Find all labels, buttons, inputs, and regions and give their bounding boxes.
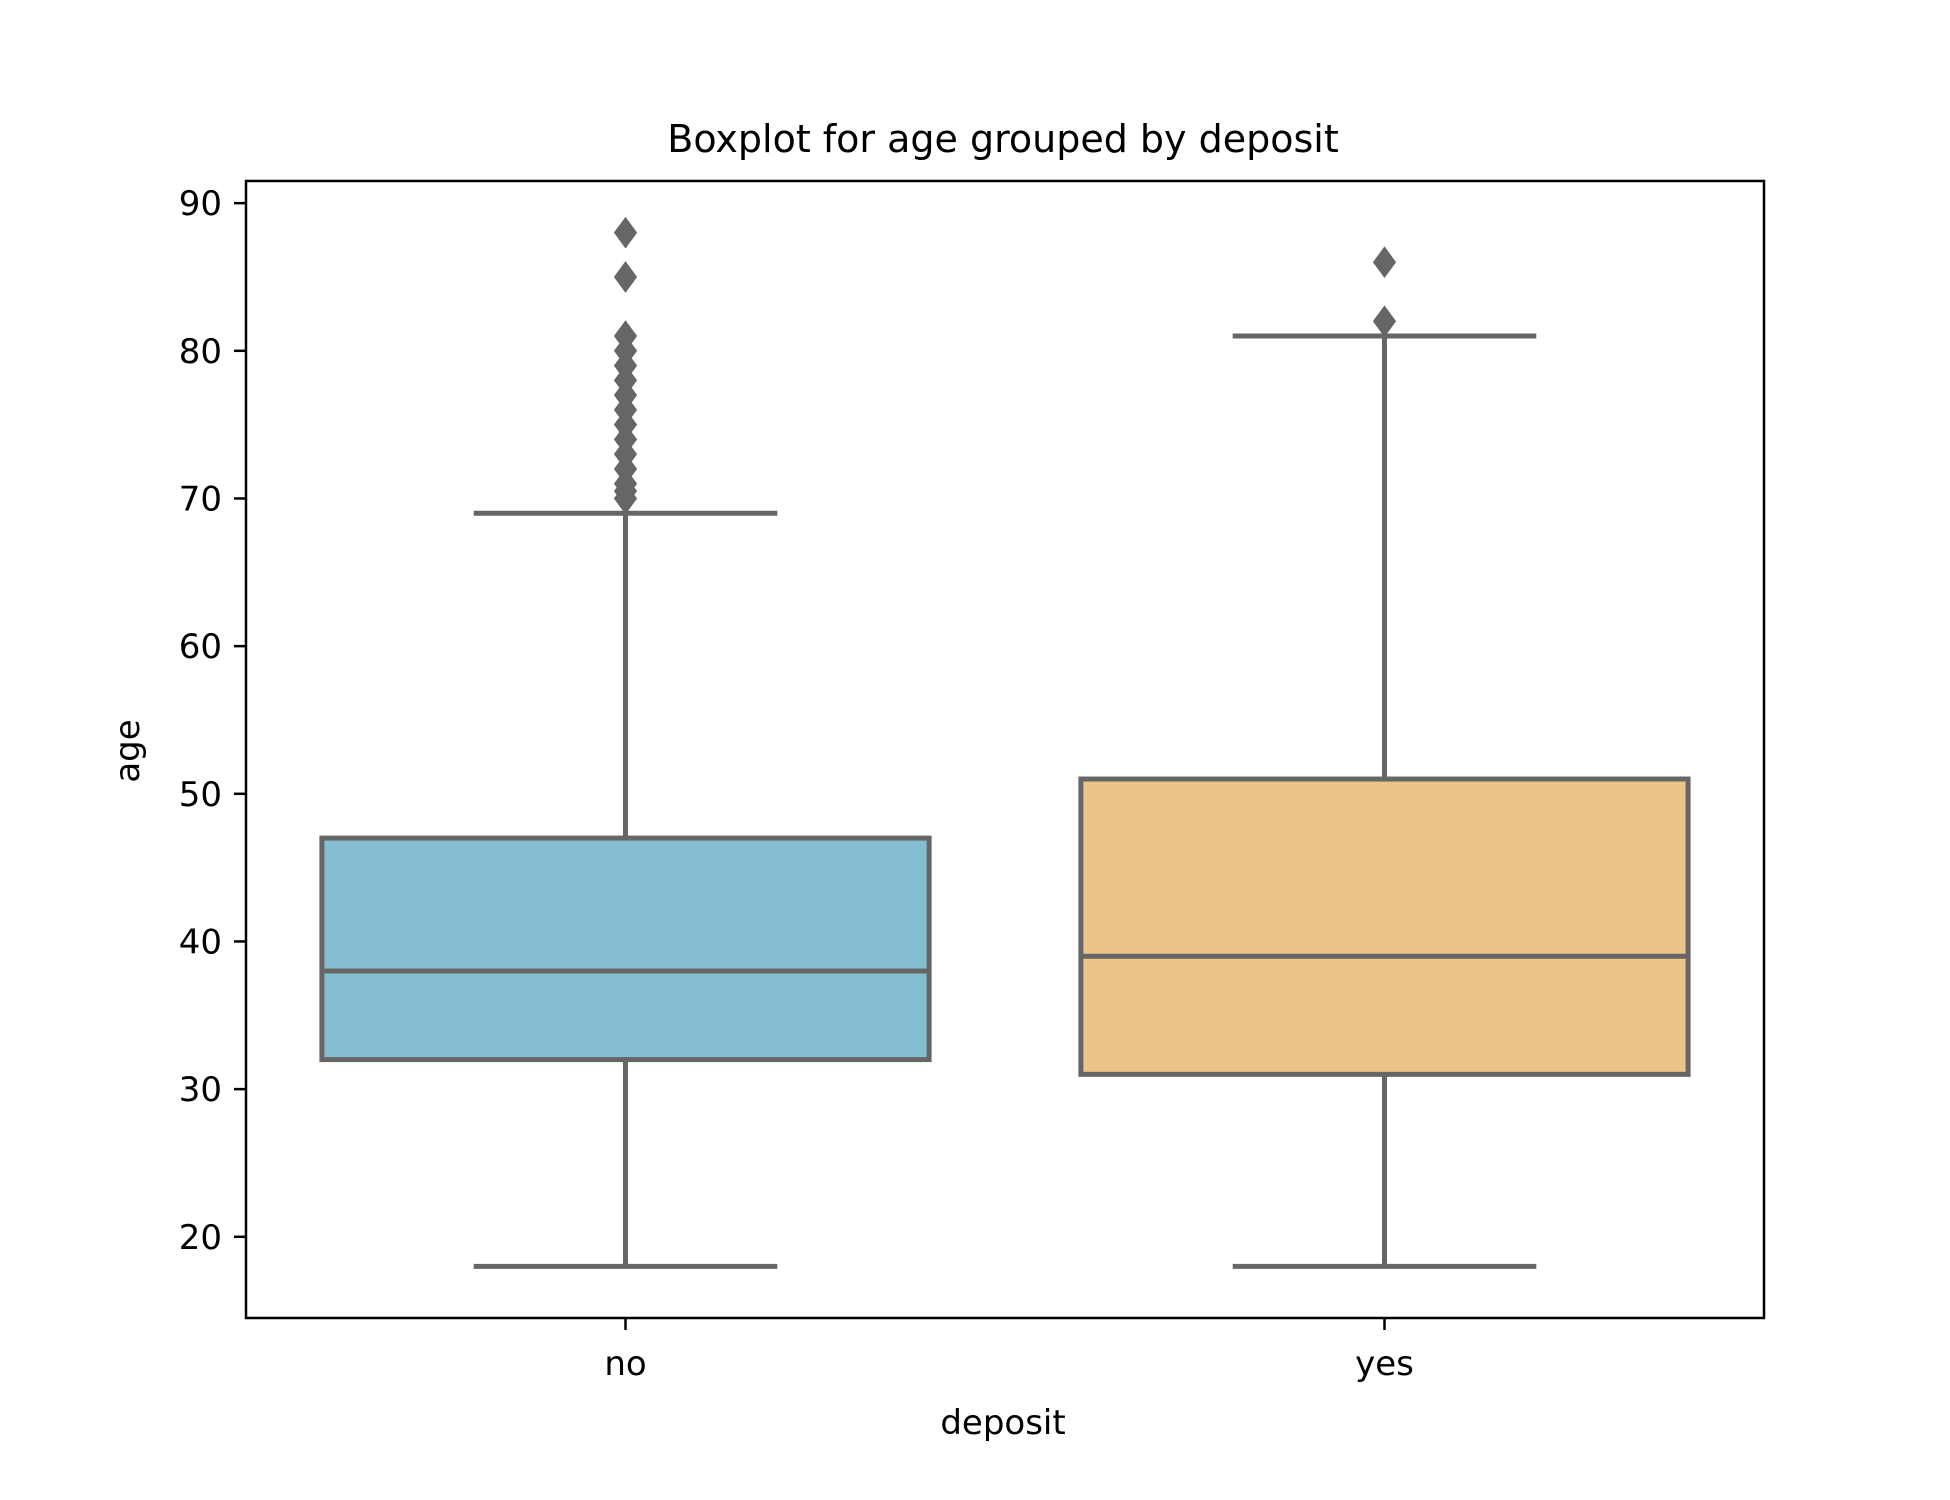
outlier-point-no (613, 216, 638, 249)
outlier-point-no (613, 261, 638, 293)
x-axis-label: deposit (940, 1403, 1065, 1443)
box-yes (1078, 776, 1691, 1077)
y-tick-label: 90 (179, 184, 222, 224)
chart-title: Boxplot for age grouped by deposit (667, 117, 1339, 161)
y-tick-label: 20 (179, 1218, 222, 1258)
y-tick-label: 50 (179, 775, 222, 815)
box-group-no (319, 216, 932, 1269)
y-axis-label: age (108, 719, 148, 782)
x-tick-label-yes: yes (1355, 1344, 1414, 1384)
outlier-point-no (613, 320, 638, 352)
plot-content (319, 216, 1691, 1269)
box-group-yes (1078, 246, 1691, 1269)
plot-area (244, 179, 1766, 1320)
y-axis: 20 30 40 50 60 70 80 90 (179, 184, 246, 1258)
y-tick-label: 70 (179, 479, 222, 519)
y-tick-label: 40 (179, 922, 222, 962)
y-tick-label: 60 (179, 627, 222, 667)
x-axis: no yes (604, 1318, 1414, 1384)
x-tick-label-no: no (604, 1344, 646, 1384)
outlier-point-yes (1372, 305, 1397, 338)
plot-frame (244, 179, 1766, 1320)
y-tick-label: 30 (179, 1070, 222, 1110)
box-no (319, 835, 932, 1063)
y-tick-label: 80 (179, 332, 222, 372)
outlier-point-yes (1372, 246, 1397, 279)
